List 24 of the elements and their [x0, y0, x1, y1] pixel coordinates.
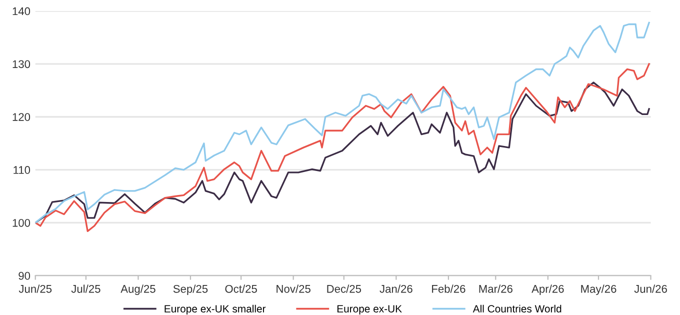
- x-tick-label: May/26: [581, 284, 616, 296]
- x-tick-label: Mar/26: [479, 284, 512, 293]
- x-tick-label: Jan/26: [380, 284, 412, 293]
- x-tick-label: Dec/25: [327, 284, 362, 293]
- x-tick-label: Jun/25: [18, 284, 52, 293]
- y-tick-label: 120: [12, 113, 30, 121]
- x-tick-label: Oct/25: [225, 284, 257, 293]
- legend-label: Europe ex-UK: [337, 305, 402, 315]
- x-tick-label: Aug/25: [120, 284, 156, 296]
- legend-label: All Countries World: [472, 304, 562, 312]
- line-series: [35, 63, 650, 232]
- y-tick-label: 130: [12, 60, 30, 68]
- line-series: [35, 22, 650, 224]
- legend-label: Europe ex-UK smaller: [164, 304, 266, 315]
- y-tick-label: 90: [18, 272, 30, 280]
- x-tick-label: Feb/26: [432, 284, 466, 293]
- x-tick-label: Jul/25: [71, 284, 100, 293]
- x-tick-label: Nov/25: [276, 284, 310, 293]
- x-tick-label: Jun/26: [634, 284, 667, 293]
- x-tick-label: Apr/26: [532, 284, 564, 296]
- x-tick-label: Sep/25: [173, 284, 208, 296]
- y-tick-label: 100: [12, 218, 30, 227]
- y-tick-label: 110: [14, 166, 30, 174]
- y-tick-label: 140: [12, 7, 30, 16]
